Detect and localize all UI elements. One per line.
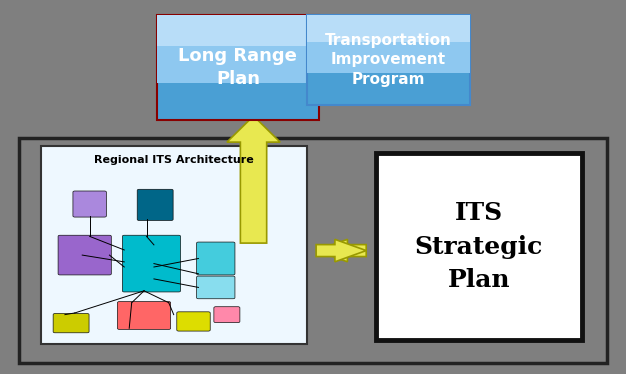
FancyBboxPatch shape: [41, 146, 307, 344]
FancyArrow shape: [227, 116, 280, 243]
FancyBboxPatch shape: [177, 312, 210, 331]
FancyBboxPatch shape: [19, 138, 607, 363]
FancyBboxPatch shape: [214, 307, 240, 322]
FancyBboxPatch shape: [58, 235, 111, 275]
FancyArrow shape: [316, 239, 366, 262]
FancyArrow shape: [316, 239, 366, 262]
Text: Transportation
Improvement
Program: Transportation Improvement Program: [325, 33, 451, 87]
FancyBboxPatch shape: [307, 15, 470, 73]
FancyBboxPatch shape: [307, 15, 470, 105]
Text: ITS
Strategic
Plan: ITS Strategic Plan: [415, 201, 543, 292]
Text: Long Range
Plan: Long Range Plan: [178, 46, 297, 88]
FancyBboxPatch shape: [137, 189, 173, 221]
FancyBboxPatch shape: [156, 15, 319, 83]
FancyBboxPatch shape: [197, 242, 235, 275]
FancyBboxPatch shape: [376, 153, 582, 340]
FancyBboxPatch shape: [156, 15, 319, 46]
FancyBboxPatch shape: [307, 15, 470, 42]
FancyBboxPatch shape: [156, 15, 319, 120]
FancyBboxPatch shape: [197, 276, 235, 299]
FancyBboxPatch shape: [123, 235, 180, 292]
Text: Regional ITS Architecture: Regional ITS Architecture: [94, 155, 254, 165]
FancyBboxPatch shape: [73, 191, 106, 217]
FancyBboxPatch shape: [118, 301, 171, 329]
FancyBboxPatch shape: [53, 313, 89, 333]
